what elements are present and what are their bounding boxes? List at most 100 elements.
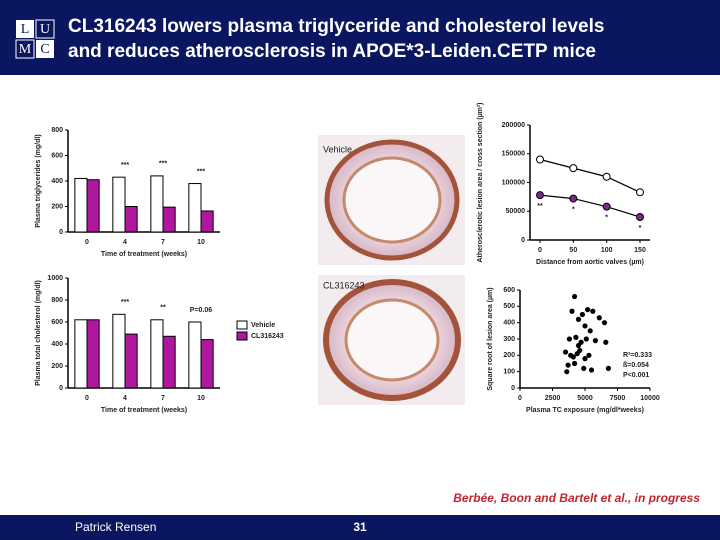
logo-letter: U: [40, 22, 50, 37]
point: [636, 188, 644, 197]
legend-swatch: [236, 320, 248, 330]
point: [572, 293, 578, 300]
x-tick-label: 0: [85, 239, 89, 246]
point: [636, 213, 644, 221]
series-line: [539, 194, 641, 218]
stat-label: ß=0.054: [623, 362, 649, 369]
bar: [200, 339, 214, 389]
point: [564, 369, 570, 375]
point: [569, 308, 575, 314]
point: [536, 191, 544, 200]
point: [581, 365, 587, 371]
x-axis-label: Time of treatment (weeks): [101, 407, 187, 414]
y-axis-label: Square root of lesion area (µm): [487, 287, 494, 390]
annotation: **: [537, 203, 543, 210]
annotation: ***: [121, 299, 129, 306]
x-tick-label: 50: [569, 247, 577, 254]
y-tick-label: 600: [51, 152, 63, 159]
x-axis-label: Distance from aortic valves (µm): [536, 259, 644, 266]
point: [588, 367, 595, 373]
bar: [86, 179, 100, 233]
point: [590, 308, 596, 314]
y-tick-label: 600: [51, 319, 63, 326]
x-axis-label: Plasma TC exposure (mg/dl*weeks): [526, 407, 644, 414]
title: CL316243 lowers plasma triglyceride and …: [68, 16, 604, 37]
bar: [162, 206, 176, 233]
point: [569, 164, 578, 173]
citation: Berbée, Boon and Bartelt et al., in prog…: [453, 491, 700, 505]
bar: [74, 319, 88, 389]
x-tick-label: 2500: [545, 395, 561, 402]
point: [573, 334, 579, 340]
annotation: *: [572, 206, 575, 213]
annotation: *: [605, 214, 608, 221]
legend-label: CL316243: [251, 333, 284, 340]
point: [570, 354, 576, 360]
point: [582, 323, 588, 329]
annotation: *: [639, 225, 642, 232]
point: [565, 362, 571, 368]
x-tick-label: 4: [123, 239, 127, 246]
logo-letter: L: [21, 22, 30, 37]
point: [579, 311, 586, 318]
y-axis-label: Atherosclerotic lesion area / cross sect…: [477, 102, 484, 262]
point: [536, 155, 544, 164]
y-tick-label: 0: [511, 385, 515, 392]
chart: 0 200 400 600 800 Plasma triglycerides (mg/dl…: [35, 127, 220, 258]
bar: [188, 183, 202, 233]
point: [605, 365, 612, 371]
y-tick-label: 400: [503, 320, 515, 327]
stat-label: P<0.001: [623, 372, 649, 379]
legend-swatch: [236, 331, 248, 341]
logo-letter: M: [19, 42, 32, 57]
y-tick-label: 200: [503, 352, 515, 359]
point: [562, 349, 569, 355]
point: [582, 356, 588, 362]
x-tick-label: 7500: [610, 395, 626, 402]
y-tick-label: 100000: [502, 179, 525, 186]
logo-letter: C: [40, 42, 49, 57]
point: [569, 194, 578, 203]
bar: [150, 175, 164, 233]
y-tick-label: 300: [503, 336, 515, 343]
point: [577, 347, 583, 354]
x-tick-label: 5000: [577, 395, 593, 402]
y-tick-label: 400: [51, 178, 63, 185]
chart: 0 50000 100000 150000 200000 0 50 100 150 Atheros…: [477, 102, 650, 266]
y-tick-label: 200: [51, 363, 63, 370]
y-tick-label: 150000: [502, 151, 525, 158]
x-tick-label: 0: [538, 247, 542, 254]
y-tick-label: 600: [503, 287, 515, 294]
annotation: ***: [121, 162, 129, 169]
y-tick-label: 0: [59, 385, 63, 392]
point: [587, 328, 593, 334]
point: [592, 338, 599, 344]
bar: [124, 333, 138, 389]
bar: [188, 321, 202, 389]
point: [566, 336, 573, 342]
y-tick-label: 500: [503, 303, 515, 310]
y-tick-label: 0: [59, 229, 63, 236]
point: [583, 336, 589, 342]
annotation: ***: [159, 161, 167, 168]
y-tick-label: 400: [51, 341, 63, 348]
y-tick-label: 800: [51, 127, 63, 134]
y-axis-label: Plasma total cholesterol (mg/dl): [35, 280, 42, 386]
y-tick-label: 0: [521, 237, 525, 244]
y-tick-label: 50000: [506, 208, 526, 215]
y-tick-label: 200000: [502, 122, 525, 129]
point: [602, 172, 611, 181]
logo: L U M C: [15, 19, 55, 59]
y-axis-label: Plasma triglycerides (mg/dl): [35, 134, 42, 227]
point: [586, 352, 592, 358]
x-tick-label: 0: [518, 395, 522, 402]
micrograph: Vehicle: [318, 135, 465, 265]
chart: 0 100 200 300 400 500 600 0 2500 5000 7500 10000 Squ…: [487, 287, 660, 414]
x-tick-label: 10000: [640, 395, 660, 402]
x-tick-label: 0: [85, 395, 89, 402]
annotation: **: [160, 305, 166, 312]
point: [602, 202, 611, 211]
y-tick-label: 1000: [47, 275, 63, 282]
title-bar: [0, 0, 720, 75]
